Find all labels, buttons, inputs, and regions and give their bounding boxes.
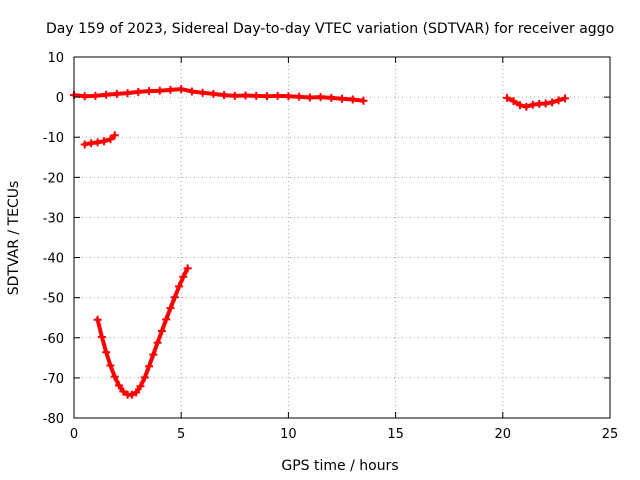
data-point <box>106 135 115 144</box>
data-point <box>273 91 282 100</box>
data-series-group <box>70 85 569 399</box>
data-point <box>177 85 186 94</box>
data-point <box>145 362 154 371</box>
data-point <box>166 85 175 94</box>
data-point <box>230 91 239 100</box>
data-point <box>149 350 158 359</box>
y-tick-label: -40 <box>43 252 64 267</box>
data-point <box>175 282 184 291</box>
data-point <box>198 88 207 97</box>
data-point <box>209 89 218 98</box>
data-point <box>241 91 250 100</box>
data-point <box>509 97 518 106</box>
series-segment-1 <box>70 85 368 105</box>
data-point <box>338 94 346 103</box>
x-tick-label: 5 <box>177 427 185 442</box>
axis-ticks: 0 5 10 15 20 25 -80 -70 -60 -50 -40 -30 -20 -10 0 10 <box>43 51 619 442</box>
data-point <box>316 93 325 102</box>
data-point <box>157 326 166 335</box>
data-point <box>348 95 357 104</box>
data-point <box>262 92 271 101</box>
plot-frame <box>73 56 611 419</box>
y-tick-label: 10 <box>47 51 64 66</box>
data-point <box>97 332 106 341</box>
data-point <box>93 138 102 147</box>
data-point <box>80 92 89 101</box>
series-line <box>72 87 366 103</box>
data-point <box>548 98 557 107</box>
x-tick-label: 10 <box>280 427 297 442</box>
x-tick-label: 0 <box>70 427 78 442</box>
data-point <box>140 373 149 382</box>
data-point <box>102 90 111 99</box>
data-point <box>91 91 100 100</box>
data-point <box>132 388 141 397</box>
data-point <box>155 86 164 95</box>
data-point <box>170 293 179 302</box>
x-axis-label: GPS time / hours <box>281 458 398 474</box>
data-point <box>305 93 314 102</box>
data-point <box>327 93 336 102</box>
data-point <box>100 137 109 146</box>
data-point <box>183 264 192 273</box>
data-point <box>560 94 569 103</box>
data-point <box>295 92 304 101</box>
data-point <box>145 87 154 96</box>
y-tick-label: -80 <box>43 412 64 427</box>
data-point <box>153 338 162 347</box>
series-line <box>95 266 190 397</box>
data-point <box>220 91 229 100</box>
data-point <box>115 381 124 390</box>
data-point <box>166 304 175 313</box>
y-tick-label: -20 <box>43 171 64 186</box>
data-point <box>80 140 89 149</box>
series-segment-3 <box>93 264 192 399</box>
data-point <box>503 93 512 102</box>
data-point <box>93 315 102 324</box>
data-point <box>162 315 171 324</box>
chart-title: Day 159 of 2023, Sidereal Day-to-day VTE… <box>46 21 614 37</box>
y-tick-label: -30 <box>43 211 64 226</box>
grid-lines <box>74 57 610 418</box>
x-tick-label: 15 <box>387 427 404 442</box>
data-point <box>127 390 136 399</box>
data-point <box>136 382 145 391</box>
data-point <box>179 272 188 281</box>
data-point <box>252 91 261 100</box>
x-tick-label: 20 <box>495 427 512 442</box>
x-tick-label: 25 <box>602 427 619 442</box>
y-tick-label: -70 <box>43 372 64 387</box>
series-segment-4 <box>503 93 569 111</box>
data-point <box>187 87 196 96</box>
y-tick-label: 0 <box>56 91 64 106</box>
data-point <box>110 372 119 381</box>
data-point <box>134 87 143 96</box>
data-point <box>102 348 111 357</box>
data-point <box>541 99 550 108</box>
series-segment-2 <box>80 131 119 149</box>
data-point <box>554 96 563 105</box>
data-point <box>515 101 524 110</box>
data-point <box>112 89 121 98</box>
y-tick-label: -10 <box>43 131 64 146</box>
data-point <box>284 92 293 101</box>
data-point <box>123 89 132 98</box>
data-point <box>359 96 368 105</box>
data-point <box>522 102 531 111</box>
data-point <box>106 361 115 370</box>
data-point <box>119 387 128 396</box>
y-tick-label: -50 <box>43 292 64 307</box>
y-axis-label: SDTVAR / TECUs <box>6 181 22 296</box>
data-point <box>110 131 119 140</box>
y-tick-label: -60 <box>43 332 64 347</box>
